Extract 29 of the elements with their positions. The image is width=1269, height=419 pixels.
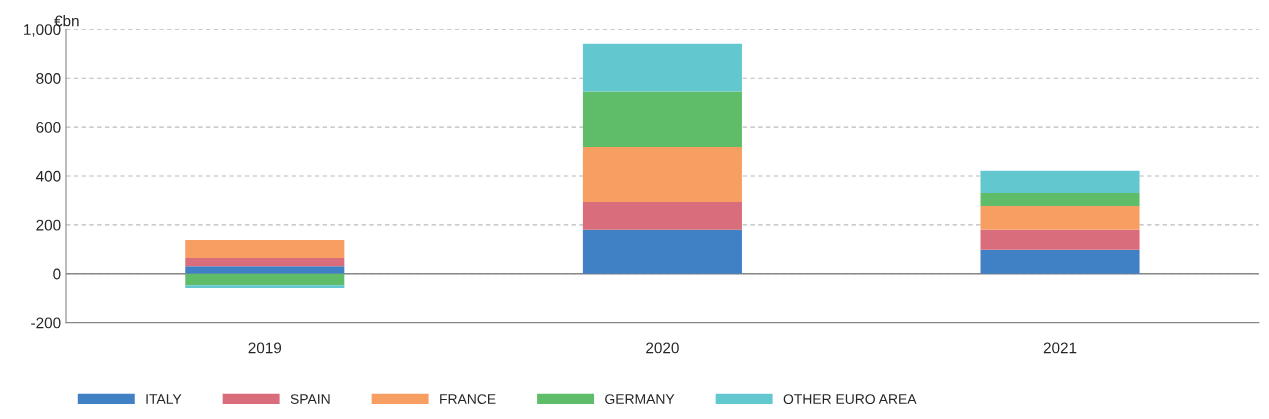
bar [185, 285, 345, 288]
bar [582, 91, 742, 147]
bar [582, 43, 742, 92]
legend-label: SPAIN [290, 394, 330, 404]
y-tick-label: 0 [53, 268, 61, 280]
y-tick-label: 400 [35, 170, 61, 182]
bar [185, 258, 345, 267]
y-tick-label: -200 [31, 317, 61, 329]
y-tick-label: 600 [36, 121, 61, 133]
bar [980, 229, 1140, 250]
legend-label: GERMANY [605, 394, 675, 404]
bar [185, 273, 345, 286]
x-tick-label: 2021 [1043, 342, 1077, 354]
y-tick-label: 200 [36, 219, 61, 231]
bar [582, 201, 742, 230]
legend-label: FRANCE [440, 394, 496, 404]
bar [185, 266, 345, 274]
bar [582, 146, 742, 202]
legend-label: OTHER EURO AREA [783, 394, 917, 404]
bar [980, 170, 1140, 194]
y-tick-label: 800 [36, 73, 61, 84]
x-tick-label: 2019 [248, 342, 282, 354]
bar [980, 206, 1140, 230]
x-tick-label: 2020 [646, 342, 679, 354]
legend-label: ITALY [146, 394, 182, 404]
bar [980, 249, 1140, 274]
bar [185, 240, 345, 259]
bar [582, 229, 742, 274]
bar [980, 193, 1140, 207]
